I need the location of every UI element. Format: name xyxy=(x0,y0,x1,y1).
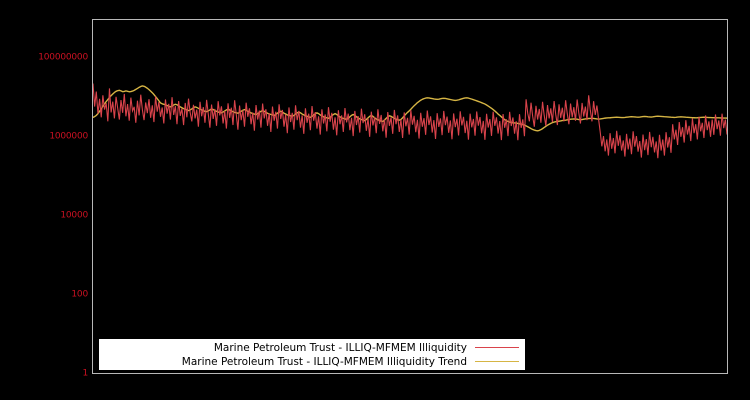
y-tick-label: 100 xyxy=(71,289,88,300)
legend-item-illiquidity-trend: Marine Petroleum Trust - ILLIQ-MFMEM Ill… xyxy=(99,355,519,369)
chart-legend: Marine Petroleum Trust - ILLIQ-MFMEM Ill… xyxy=(98,338,526,371)
legend-swatch-illiquidity-trend xyxy=(475,361,519,362)
legend-swatch-illiquidity xyxy=(475,347,519,348)
legend-item-illiquidity: Marine Petroleum Trust - ILLIQ-MFMEM Ill… xyxy=(99,341,519,355)
y-tick-label: 1000000 xyxy=(49,131,88,142)
y-tick-label: 100000000 xyxy=(38,52,88,63)
y-tick-label: 1 xyxy=(82,368,88,379)
plot-area xyxy=(92,19,728,374)
y-axis: 100000000 1000000 10000 100 1 xyxy=(0,19,88,378)
series-line-trend xyxy=(93,85,727,132)
y-tick-label: 10000 xyxy=(60,210,88,221)
legend-label-illiquidity-trend: Marine Petroleum Trust - ILLIQ-MFMEM Ill… xyxy=(181,355,467,368)
plot-canvas xyxy=(93,83,727,159)
series-line-illiquidity xyxy=(93,83,727,159)
legend-label-illiquidity: Marine Petroleum Trust - ILLIQ-MFMEM Ill… xyxy=(213,341,467,354)
